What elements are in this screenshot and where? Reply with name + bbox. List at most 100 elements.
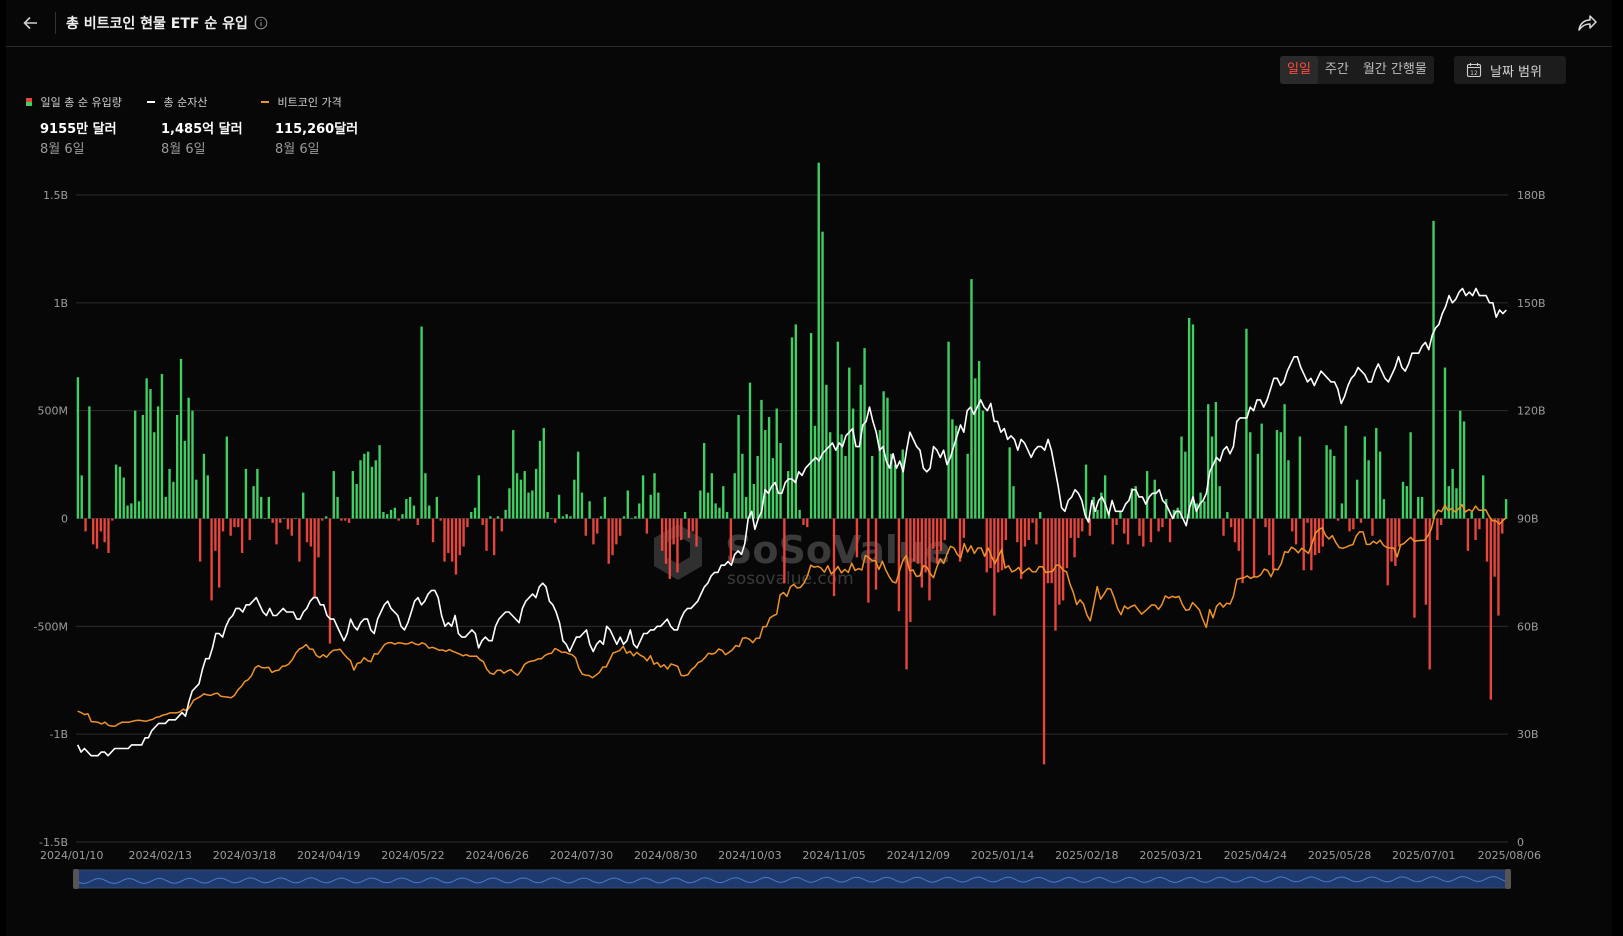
inflow-bar xyxy=(1207,404,1210,519)
inflow-bar xyxy=(164,496,167,519)
inflow-bar xyxy=(408,496,412,519)
outflow-bar xyxy=(1317,518,1321,554)
inflow-bar xyxy=(76,377,80,519)
inflow-bar xyxy=(1378,451,1382,519)
outflow-bar xyxy=(1126,518,1130,545)
outflow-bar xyxy=(687,518,691,538)
outflow-bar xyxy=(1000,518,1004,571)
inflow-bar xyxy=(779,443,782,519)
outflow-bar xyxy=(500,518,503,532)
right-axis: 180B 150B 120B 90B 60B 30B 0 xyxy=(1517,189,1546,849)
legend-item-btc-price[interactable]: 비트코인 가격 115,260달러 8월 6일 xyxy=(261,94,358,157)
inflow-bar xyxy=(263,518,267,520)
period-monthly-button[interactable]: 월간 간행물 xyxy=(1362,62,1427,77)
inflow-bar xyxy=(122,477,125,519)
inflow-bar xyxy=(389,509,393,519)
inflow-bar xyxy=(1153,479,1156,519)
outflow-bar xyxy=(240,518,244,554)
inflow-bar xyxy=(302,492,305,519)
date-range-label: 날짜 범위 xyxy=(1490,64,1542,80)
inflow-bar xyxy=(412,505,416,519)
outflow-bar xyxy=(454,518,458,575)
inflow-bar xyxy=(393,507,397,519)
inflow-bar xyxy=(1287,460,1290,519)
inflow-bar xyxy=(760,399,763,519)
inflow-bar xyxy=(428,505,431,519)
left-tick-label: 0 xyxy=(61,513,68,526)
inflow-bar xyxy=(756,455,759,519)
navigator-series xyxy=(75,876,1509,884)
outflow-bar xyxy=(107,518,110,554)
inflow-bar xyxy=(1283,404,1286,519)
outflow-bar xyxy=(439,518,442,521)
outflow-bar xyxy=(997,518,1000,573)
inflow-bar xyxy=(825,384,828,519)
inflow-bar xyxy=(817,162,820,519)
legend-date: 8월 6일 xyxy=(275,142,320,157)
inflow-bar xyxy=(1145,471,1149,519)
inflow-bar xyxy=(405,499,408,519)
inflow-bar xyxy=(771,458,775,519)
series-lines xyxy=(76,287,1507,757)
arrow-left-icon[interactable] xyxy=(20,12,42,34)
inflow-bar xyxy=(1130,488,1134,519)
outflow-bar xyxy=(802,518,805,525)
inflow-bar xyxy=(1100,492,1103,519)
outflow-bar xyxy=(447,518,450,554)
legend-value: 1,485억 달러 xyxy=(161,122,243,137)
outflow-bar xyxy=(855,518,859,558)
info-circle-icon[interactable] xyxy=(254,15,268,30)
legend-item-net-assets[interactable]: 총 순자산 1,485억 달러 8월 6일 xyxy=(147,94,243,157)
outflow-bar xyxy=(1397,518,1401,547)
inflow-bar xyxy=(1355,479,1359,519)
outflow-bar xyxy=(1149,518,1153,543)
inflow-bar xyxy=(176,414,179,519)
inflow-bar xyxy=(974,378,977,519)
outflow-bar xyxy=(920,518,924,588)
inflow-bar xyxy=(718,507,721,519)
x-tick-label: 2025/04/24 xyxy=(1224,849,1287,862)
x-tick-label: 2025/05/28 xyxy=(1308,849,1371,862)
outflow-bar xyxy=(458,518,461,556)
right-tick-label: 180B xyxy=(1517,189,1546,202)
outflow-bar xyxy=(103,518,106,543)
inflow-bar xyxy=(863,348,866,519)
outflow-bar xyxy=(1004,518,1008,541)
share-arrow-icon[interactable] xyxy=(1576,12,1598,34)
outflow-bar xyxy=(935,518,939,564)
outflow-bar xyxy=(1390,518,1393,562)
outflow-bar xyxy=(1019,518,1023,579)
inflow-bar xyxy=(1199,492,1202,519)
date-range-button[interactable]: 12 날짜 범위 xyxy=(1454,56,1566,84)
inflow-bar xyxy=(80,475,83,519)
inflow-bar xyxy=(641,475,645,519)
inflow-bar xyxy=(168,468,171,519)
inflow-bar xyxy=(370,466,374,519)
inflow-bar xyxy=(706,492,710,519)
inflow-bar xyxy=(1504,499,1508,519)
inflow-bar xyxy=(1420,496,1424,519)
inflow-bar xyxy=(649,494,652,519)
inflow-bar xyxy=(947,341,950,519)
range-navigator[interactable] xyxy=(73,869,1511,889)
outflow-bar xyxy=(1466,518,1470,551)
outflow-bar xyxy=(317,518,320,558)
inflow-bar xyxy=(1165,499,1168,519)
legend-date: 8월 6일 xyxy=(161,142,206,157)
legend-item-daily-inflow[interactable]: 일일 총 순 유입량 9155만 달러 8월 6일 xyxy=(26,94,122,157)
period-weekly-button[interactable]: 주간 xyxy=(1324,62,1349,77)
outflow-bar xyxy=(466,518,469,528)
inflow-bar xyxy=(336,496,339,519)
outflow-bar xyxy=(645,518,649,534)
inflow-bar xyxy=(153,432,156,519)
inflow-bar xyxy=(187,397,190,519)
inflow-bar xyxy=(1084,464,1088,519)
outflow-bar xyxy=(1474,518,1477,541)
outflow-bar xyxy=(1489,518,1492,700)
outflow-bar xyxy=(618,518,622,536)
inflow-bar xyxy=(172,481,175,519)
inflow-bar xyxy=(752,483,755,519)
inflow-bar xyxy=(653,473,656,519)
period-daily-button[interactable]: 일일 xyxy=(1280,56,1318,84)
left-tick-label: -500M xyxy=(34,620,68,633)
